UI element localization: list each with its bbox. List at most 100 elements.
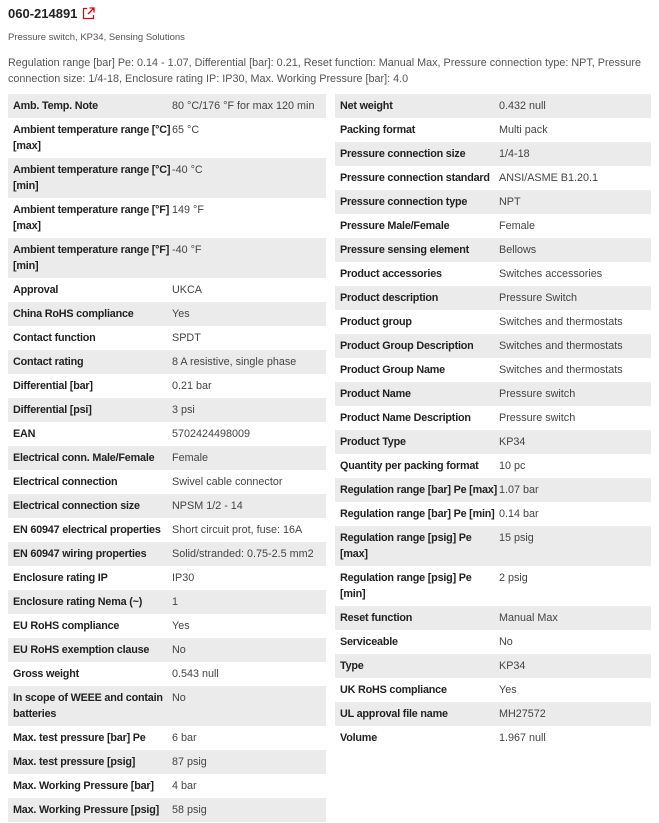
- spec-label: Contact function: [13, 332, 96, 344]
- spec-value: SPDT: [172, 332, 201, 344]
- spec-value: No: [172, 692, 186, 704]
- spec-label: Product group: [340, 316, 412, 328]
- spec-row: Regulation range [bar] Pe [max] 1.07 bar: [335, 478, 651, 502]
- spec-row: EAN 5702424498009: [8, 422, 326, 446]
- spec-label: Ambient temperature range [°C] [min]: [13, 164, 171, 192]
- spec-value: -40 °C: [172, 164, 203, 176]
- spec-row: Volume 1.967 null: [335, 726, 651, 750]
- spec-label: Regulation range [bar] Pe [max]: [340, 484, 497, 496]
- product-description: Regulation range [bar] Pe: 0.14 - 1.07, …: [8, 57, 641, 85]
- spec-row: Pressure sensing element Bellows: [335, 238, 651, 262]
- spec-value: 0.21 bar: [172, 380, 212, 392]
- spec-value: Solid/stranded: 0.75-2.5 mm2: [172, 548, 314, 560]
- spec-label: EU RoHS compliance: [13, 620, 120, 632]
- spec-row: Amb. Temp. Note 80 °C/176 °F for max 120 …: [8, 94, 326, 118]
- spec-row: Ambient temperature range [°F] [min] -40 …: [8, 238, 326, 278]
- spec-value: 8 A resistive, single phase: [172, 356, 297, 368]
- specs-table-right: Net weight 0.432 null Packing format Multi …: [335, 94, 651, 750]
- spec-row: Pressure connection type NPT: [335, 190, 651, 214]
- spec-row: Enclosure rating IP IP30: [8, 566, 326, 590]
- spec-row: Ambient temperature range [°C] [max] 65 °…: [8, 118, 326, 158]
- spec-label: Product accessories: [340, 268, 442, 280]
- spec-value: Yes: [499, 684, 517, 696]
- spec-value: KP34: [499, 660, 526, 672]
- spec-label: Contact rating: [13, 356, 84, 368]
- spec-value: Swivel cable connector: [172, 476, 283, 488]
- spec-label: Differential [bar]: [13, 380, 93, 392]
- spec-label: Serviceable: [340, 636, 398, 648]
- spec-row: Pressure connection standard ANSI/ASME B1…: [335, 166, 651, 190]
- spec-row: Regulation range [bar] Pe [min] 0.14 bar: [335, 502, 651, 526]
- spec-value: 10 pc: [499, 460, 526, 472]
- spec-value: Multi pack: [499, 124, 548, 136]
- spec-row: Regulation range [psig] Pe [max] 15 psig: [335, 526, 651, 566]
- spec-value: UKCA: [172, 284, 202, 296]
- spec-value: 0.432 null: [499, 100, 546, 112]
- spec-value: Pressure switch: [499, 388, 576, 400]
- spec-value: No: [172, 644, 186, 656]
- spec-value: 87 psig: [172, 756, 207, 768]
- spec-row: Pressure connection size 1/4-18: [335, 142, 651, 166]
- spec-value: Pressure Switch: [499, 292, 578, 304]
- spec-value: KP34: [499, 436, 526, 448]
- spec-label: Ambient temperature range [°C] [max]: [13, 124, 171, 152]
- spec-value: No: [499, 636, 513, 648]
- spec-value: 0.14 bar: [499, 508, 539, 520]
- spec-row: Product Group Name Switches and thermosta…: [335, 358, 651, 382]
- spec-row: UK RoHS compliance Yes: [335, 678, 651, 702]
- spec-row: Product description Pressure Switch: [335, 286, 651, 310]
- spec-row: Product Name Pressure switch: [335, 382, 651, 406]
- spec-label: In scope of WEEE and contain batteries: [13, 692, 163, 720]
- spec-label: Reset function: [340, 612, 413, 624]
- spec-label: Product Type: [340, 436, 406, 448]
- spec-row: Product accessories Switches accessories: [335, 262, 651, 286]
- spec-label: Packing format: [340, 124, 416, 136]
- spec-value: Yes: [172, 620, 190, 632]
- spec-label: EN 60947 electrical properties: [13, 524, 161, 536]
- product-code: 060-214891: [8, 6, 78, 21]
- spec-value: 3 psi: [172, 404, 195, 416]
- spec-row: Net weight 0.432 null: [335, 94, 651, 118]
- spec-value: 6 bar: [172, 732, 197, 744]
- spec-row: Serviceable No: [335, 630, 651, 654]
- spec-value: Manual Max: [499, 612, 558, 624]
- spec-label: China RoHS compliance: [13, 308, 134, 320]
- spec-label: Ambient temperature range [°F] [max]: [13, 204, 170, 232]
- spec-label: Regulation range [psig] Pe [max]: [340, 532, 472, 560]
- spec-label: Electrical connection: [13, 476, 118, 488]
- spec-label: Gross weight: [13, 668, 79, 680]
- spec-label: Product Name Description: [340, 412, 471, 424]
- spec-row: Max. test pressure [bar] Pe 6 bar: [8, 726, 326, 750]
- spec-row: Type KP34: [335, 654, 651, 678]
- spec-value: 1: [172, 596, 179, 608]
- spec-label: Max. Working Pressure [bar]: [13, 780, 154, 792]
- spec-value: ANSI/ASME B1.20.1: [499, 172, 599, 184]
- external-link-icon[interactable]: [82, 7, 96, 20]
- spec-value: Switches and thermostats: [499, 340, 623, 352]
- spec-row: Regulation range [psig] Pe [min] 2 psig: [335, 566, 651, 606]
- spec-row: EU RoHS compliance Yes: [8, 614, 326, 638]
- spec-value: 65 °C: [172, 124, 200, 136]
- spec-label: Enclosure rating Nema (~): [13, 596, 143, 608]
- spec-row: Pressure Male/Female Female: [335, 214, 651, 238]
- spec-label: UL approval file name: [340, 708, 448, 720]
- spec-row: Gross weight 0.543 null: [8, 662, 326, 686]
- spec-label: Max. test pressure [bar] Pe: [13, 732, 146, 744]
- spec-label: EAN: [13, 428, 36, 440]
- spec-label: Enclosure rating IP: [13, 572, 108, 584]
- spec-value: Short circuit prot, fuse: 16A: [172, 524, 303, 536]
- spec-label: Product Group Name: [340, 364, 445, 376]
- spec-label: Max. Working Pressure [psig]: [13, 804, 159, 816]
- spec-value: NPSM 1/2 - 14: [172, 500, 243, 512]
- spec-row: EU RoHS exemption clause No: [8, 638, 326, 662]
- spec-label: Type: [340, 660, 364, 672]
- specs-table-left: Amb. Temp. Note 80 °C/176 °F for max 120 …: [8, 94, 326, 822]
- spec-label: Net weight: [340, 100, 393, 112]
- spec-value: 4 bar: [172, 780, 197, 792]
- spec-value: 58 psig: [172, 804, 207, 816]
- spec-value: Pressure switch: [499, 412, 576, 424]
- spec-value: 15 psig: [499, 532, 534, 544]
- spec-row: Contact function SPDT: [8, 326, 326, 350]
- spec-label: Product Name: [340, 388, 411, 400]
- spec-label: Regulation range [psig] Pe [min]: [340, 572, 472, 600]
